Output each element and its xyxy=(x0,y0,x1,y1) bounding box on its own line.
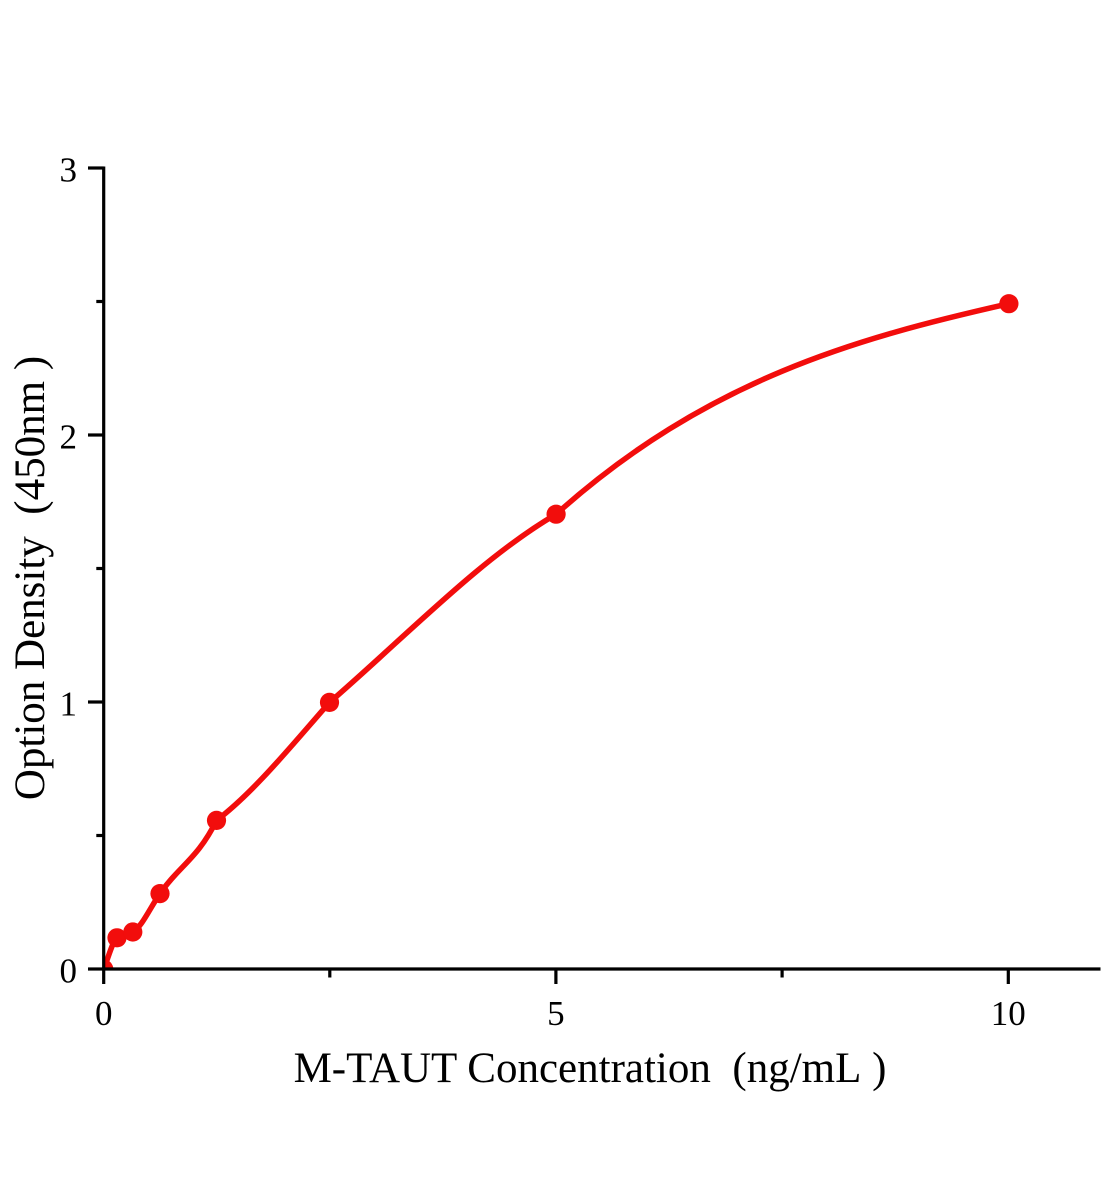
svg-text:3: 3 xyxy=(60,151,78,190)
svg-text:0: 0 xyxy=(95,994,113,1033)
svg-text:2: 2 xyxy=(60,418,78,457)
svg-text:M-TAUT Concentration (ng/mL ): M-TAUT Concentration (ng/mL ) xyxy=(294,1045,887,1092)
svg-text:1: 1 xyxy=(60,685,78,724)
svg-text:5: 5 xyxy=(547,994,565,1033)
svg-text:10: 10 xyxy=(991,994,1026,1033)
svg-text:Option Density (450nm ): Option Density (450nm ) xyxy=(7,356,54,800)
svg-text:0: 0 xyxy=(60,952,78,991)
